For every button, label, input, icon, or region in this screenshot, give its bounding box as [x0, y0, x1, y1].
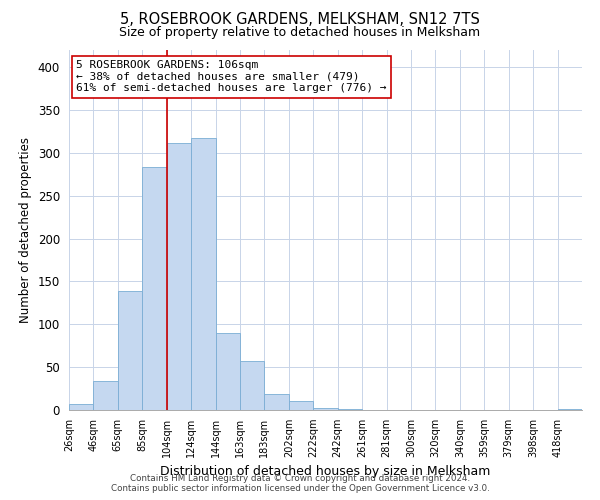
Bar	[142, 166, 167, 410]
Bar	[265, 394, 289, 410]
Y-axis label: Number of detached properties: Number of detached properties	[19, 137, 32, 323]
Bar	[215, 333, 240, 410]
Bar	[69, 404, 94, 410]
Text: Contains HM Land Registry data © Crown copyright and database right 2024.: Contains HM Land Registry data © Crown c…	[130, 474, 470, 483]
Text: Contains public sector information licensed under the Open Government Licence v3: Contains public sector information licen…	[110, 484, 490, 493]
Bar	[313, 408, 338, 410]
Bar	[167, 142, 191, 410]
Bar	[289, 402, 313, 410]
Bar	[338, 409, 362, 410]
X-axis label: Distribution of detached houses by size in Melksham: Distribution of detached houses by size …	[160, 466, 491, 478]
Bar	[240, 361, 265, 410]
Text: Size of property relative to detached houses in Melksham: Size of property relative to detached ho…	[119, 26, 481, 39]
Bar	[191, 138, 215, 410]
Text: 5, ROSEBROOK GARDENS, MELKSHAM, SN12 7TS: 5, ROSEBROOK GARDENS, MELKSHAM, SN12 7TS	[120, 12, 480, 28]
Bar	[118, 291, 142, 410]
Bar	[94, 381, 118, 410]
Text: 5 ROSEBROOK GARDENS: 106sqm
← 38% of detached houses are smaller (479)
61% of se: 5 ROSEBROOK GARDENS: 106sqm ← 38% of det…	[76, 60, 387, 94]
Bar	[557, 409, 582, 410]
